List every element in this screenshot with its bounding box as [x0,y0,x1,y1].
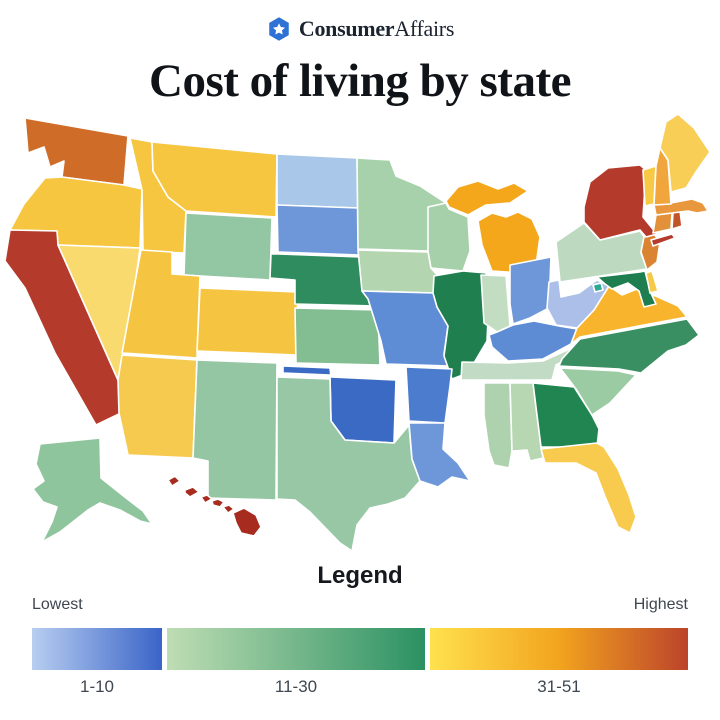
state-ms [483,382,513,469]
legend-gradient-31-51 [430,628,688,670]
state-ut [121,249,201,359]
state-nm [192,359,278,501]
legend-gradient-11-30 [167,628,425,670]
state-mi [445,180,541,274]
state-ar [405,366,453,424]
legend-highest-label: Highest [633,596,688,613]
state-ct [652,212,673,234]
legend-range-label-11-30: 11-30 [274,677,318,696]
logo-text-affairs: Affairs [394,16,455,41]
state-nc [558,318,700,374]
logo-wordmark: ConsumerAffairs [298,16,455,42]
state-ks [294,307,381,366]
state-ma [653,198,709,216]
state-oh [509,256,552,325]
legend-range-labels: 1-10 11-30 31-51 [32,677,688,697]
state-ak [32,437,153,543]
state-la [408,422,471,488]
state-ri [671,210,683,230]
state-sd [276,204,361,256]
state-fl [540,442,637,534]
state-dc [592,282,604,293]
page-title: Cost of living by state [149,55,571,107]
legend-gradient-1-10 [32,628,162,670]
state-wi [427,202,471,272]
state-de [645,270,659,294]
state-wa [24,117,129,186]
logo-text-consumer: Consumer [298,16,395,41]
map-container [0,114,720,560]
state-il [432,270,490,380]
consumeraffairs-logo: ConsumerAffairs [0,0,720,44]
state-az [117,354,198,459]
legend-range-label-31-51: 31-51 [537,677,581,696]
legend-heading: Legend [317,562,403,589]
us-map [4,114,711,552]
legend-range-label-1-10: 1-10 [79,677,115,696]
state-wv [546,279,610,329]
legend-extremes: Lowest Highest [32,596,688,614]
state-in [480,274,511,333]
state-co [196,287,299,356]
state-nd [276,153,359,209]
state-tx [276,376,421,552]
state-ia [357,249,439,294]
state-sc [559,367,637,416]
state-ny [583,164,676,247]
legend-bars [32,628,688,670]
hexagon-star-icon [269,17,289,41]
state-me [659,114,711,193]
state-hi [167,475,262,537]
legend-lowest-label: Lowest [32,596,83,613]
state-md [596,270,657,308]
state-wy [183,212,273,281]
